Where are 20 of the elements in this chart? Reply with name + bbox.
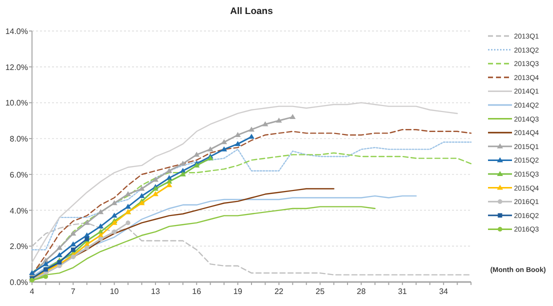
- chart-title: All Loans: [230, 6, 273, 17]
- x-tick-label: 31: [398, 287, 408, 296]
- y-tick-label: 8.0%: [10, 134, 28, 144]
- y-tick-label: 4.0%: [10, 206, 28, 216]
- x-tick-label: 19: [233, 287, 243, 296]
- y-tick-label: 14.0%: [5, 27, 28, 36]
- x-tick-label: 25: [316, 287, 326, 296]
- y-tick-label: 12.0%: [5, 62, 28, 72]
- x-tick-label: 22: [274, 287, 284, 296]
- x-tick-label: 28: [356, 287, 366, 296]
- x-tick-label: 7: [70, 287, 76, 296]
- x-tick-label: 34: [439, 287, 449, 296]
- x-tick-label: 13: [151, 287, 160, 296]
- y-tick-label: 6.0%: [10, 170, 28, 180]
- y-tick-label: 2.0%: [10, 242, 28, 252]
- y-tick-label: 10.0%: [5, 98, 28, 108]
- x-tick-label: 4: [30, 287, 35, 296]
- y-tick-label: 0.0%: [10, 278, 28, 287]
- x-tick-label: 16: [192, 287, 202, 296]
- x-tick-label: 10: [110, 287, 120, 296]
